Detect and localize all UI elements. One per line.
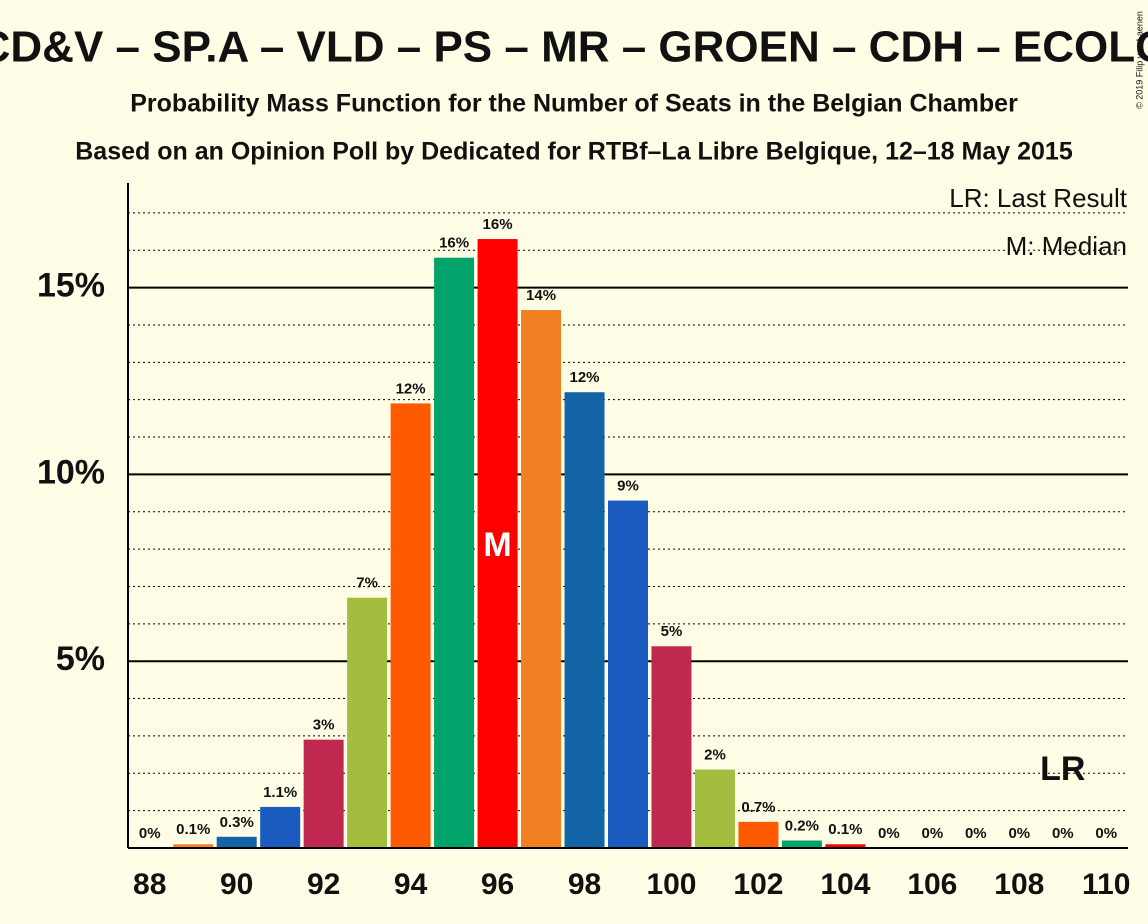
bar [564, 392, 605, 848]
value-label: 5% [661, 623, 683, 640]
value-label: 0% [922, 825, 944, 842]
bar [651, 646, 692, 848]
x-tick-label: 90 [220, 868, 253, 901]
chart-subtitle: Probability Mass Function for the Number… [130, 90, 1018, 118]
value-label: 2% [704, 747, 726, 764]
bar [825, 844, 866, 848]
value-label: 0.3% [220, 814, 254, 831]
value-label: 14% [526, 287, 556, 304]
y-tick-label: 5% [56, 640, 105, 678]
bar [738, 821, 779, 848]
bar [781, 840, 822, 848]
value-label: 0% [878, 825, 900, 842]
chart-title: CD&V – SP.A – VLD – PS – MR – GROEN – CD… [0, 23, 1148, 72]
value-label: 0.1% [828, 821, 862, 838]
chart-subtitle: Based on an Opinion Poll by Dedicated fo… [75, 138, 1073, 166]
bar [216, 836, 257, 848]
bar [260, 806, 301, 848]
x-tick-label: 106 [907, 868, 957, 901]
value-label: 16% [483, 216, 513, 233]
x-tick-label: 100 [646, 868, 696, 901]
x-tick-label: 110 [1082, 868, 1130, 901]
legend-entry: M: Median [1006, 231, 1127, 261]
last-result-marker: LR [1040, 750, 1085, 788]
value-label: 7% [356, 575, 378, 592]
bar [434, 257, 475, 848]
bar [390, 403, 431, 848]
value-label: 0% [1095, 825, 1117, 842]
value-label: 16% [439, 235, 469, 252]
copyright: © 2019 Filip van Laenen [1134, 11, 1144, 109]
bar [173, 844, 214, 848]
value-label: 3% [313, 717, 335, 734]
value-label: 0.1% [176, 821, 210, 838]
bar [303, 739, 344, 848]
value-label: 0% [1052, 825, 1074, 842]
value-label: 0% [1008, 825, 1030, 842]
value-label: 0% [139, 825, 161, 842]
bar [694, 769, 735, 848]
value-label: 12% [396, 380, 426, 397]
value-label: 1.1% [263, 784, 297, 801]
x-tick-label: 104 [820, 868, 870, 901]
value-label: 9% [617, 478, 639, 495]
value-label: 0% [965, 825, 987, 842]
bar [347, 597, 388, 848]
x-tick-label: 92 [307, 868, 340, 901]
x-tick-label: 108 [994, 868, 1044, 901]
x-tick-label: 96 [481, 868, 514, 901]
legend-entry: LR: Last Result [949, 183, 1128, 213]
value-label: 0.2% [785, 817, 819, 834]
x-tick-label: 98 [568, 868, 601, 901]
y-tick-label: 15% [37, 267, 105, 305]
median-marker: M [483, 526, 511, 564]
bar [521, 310, 562, 848]
x-tick-label: 88 [133, 868, 166, 901]
x-tick-label: 94 [394, 868, 428, 901]
x-tick-label: 102 [733, 868, 783, 901]
bar [477, 239, 518, 849]
y-tick-label: 10% [37, 453, 105, 491]
bar [608, 500, 648, 848]
value-label: 12% [570, 369, 600, 386]
value-label: 0.7% [741, 799, 775, 816]
